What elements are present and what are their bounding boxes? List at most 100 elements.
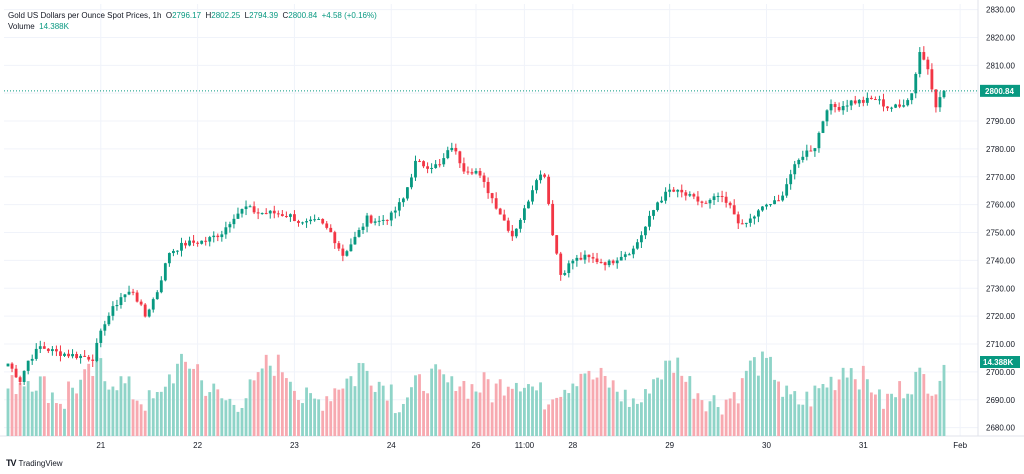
volume-bar: [660, 379, 663, 436]
volume-bar: [906, 393, 910, 436]
tradingview-brand[interactable]: TV TradingView: [6, 458, 63, 468]
volume-bar: [188, 368, 191, 436]
volume-bar: [668, 360, 672, 436]
volume-bar: [555, 397, 559, 436]
candle-body: [857, 99, 861, 104]
y-tick-label: 2790.00: [986, 117, 1015, 126]
y-tick-label: 2820.00: [986, 33, 1015, 42]
volume-bar: [486, 379, 490, 436]
candle-body: [535, 180, 538, 191]
candle-body: [42, 346, 46, 349]
candle-body: [527, 201, 530, 209]
volume-bar: [458, 386, 462, 436]
candle-body: [337, 243, 341, 249]
volume-bar: [131, 399, 135, 436]
volume-bar: [716, 407, 720, 436]
candle-body: [825, 110, 829, 122]
volume-bar: [773, 379, 776, 436]
y-tick-label: 2700.00: [986, 368, 1015, 377]
last-volume-tag: [980, 356, 1020, 368]
volume-bar: [297, 399, 300, 436]
candle-body: [119, 297, 123, 305]
volume-bar: [393, 413, 397, 436]
volume-bar: [216, 389, 220, 436]
candle-body: [902, 105, 906, 107]
low-value: 2794.39: [249, 11, 279, 20]
candle-body: [668, 189, 672, 192]
candle-body: [95, 342, 99, 361]
last-price-label: 2800.84: [985, 87, 1014, 96]
candle-body: [680, 189, 684, 193]
candle-body: [801, 156, 805, 160]
candle-body: [583, 254, 587, 260]
volume-bar: [684, 381, 688, 436]
candle-body: [155, 292, 159, 300]
volume-bar: [397, 412, 401, 436]
volume-bar: [543, 409, 546, 436]
y-tick-label: 2690.00: [986, 396, 1015, 405]
candle-body: [523, 208, 526, 220]
candle-body: [325, 223, 329, 228]
open-label: O: [165, 11, 173, 20]
volume-bar: [357, 362, 361, 436]
volume-bar: [607, 387, 611, 436]
candle-body: [143, 304, 147, 317]
y-tick-label: 2720.00: [986, 312, 1015, 321]
candle-body: [204, 240, 208, 242]
volume-bar: [688, 376, 692, 436]
candle-body: [752, 216, 756, 219]
volume-bar: [147, 390, 151, 436]
volume-label: Volume: [8, 22, 35, 31]
volume-bar: [833, 390, 837, 436]
volume-bar: [692, 398, 696, 436]
candle-body: [728, 202, 732, 206]
volume-bar: [942, 364, 946, 436]
volume-bar: [474, 391, 478, 436]
volume-bar: [809, 406, 813, 436]
candle-body: [462, 163, 466, 172]
volume-bar: [857, 389, 861, 436]
candle-body: [6, 363, 10, 367]
candle-body: [732, 205, 736, 215]
candle-body: [736, 214, 740, 224]
candle-body: [430, 167, 434, 169]
volume-bar: [615, 391, 619, 436]
candle-body: [401, 198, 405, 203]
candle-body: [757, 210, 760, 217]
volume-bar: [135, 400, 139, 436]
candle-body: [111, 306, 115, 316]
candle-body: [147, 309, 151, 317]
candle-body: [640, 235, 643, 243]
volume-bar: [208, 392, 212, 436]
volume-bar: [462, 380, 466, 436]
candle-body: [454, 147, 458, 152]
candle-body: [595, 258, 599, 262]
volume-bar: [14, 394, 18, 436]
volume-bar: [595, 377, 599, 436]
candle-body: [55, 349, 58, 352]
volume-bar: [325, 396, 329, 436]
candle-body: [861, 99, 865, 103]
candle-body: [789, 174, 793, 185]
volume-bar: [680, 375, 684, 436]
volume-bar: [882, 408, 885, 436]
volume-bar: [583, 373, 587, 436]
volume-bar: [345, 378, 349, 436]
candle-body: [438, 164, 442, 166]
volume-bar: [313, 398, 317, 436]
volume-bar: [42, 376, 46, 436]
candle-body: [910, 93, 914, 101]
volume-bar: [446, 382, 450, 436]
candle-body: [619, 256, 623, 261]
candle-body: [498, 208, 502, 215]
candle-body: [785, 184, 789, 196]
volume-bar: [720, 414, 724, 436]
candle-body: [926, 59, 930, 70]
candle-body: [494, 198, 498, 209]
candle-body: [656, 202, 659, 211]
volume-bar: [309, 393, 312, 436]
volume-bar: [494, 383, 498, 436]
candle-body: [837, 107, 841, 111]
candle-body: [393, 210, 397, 213]
